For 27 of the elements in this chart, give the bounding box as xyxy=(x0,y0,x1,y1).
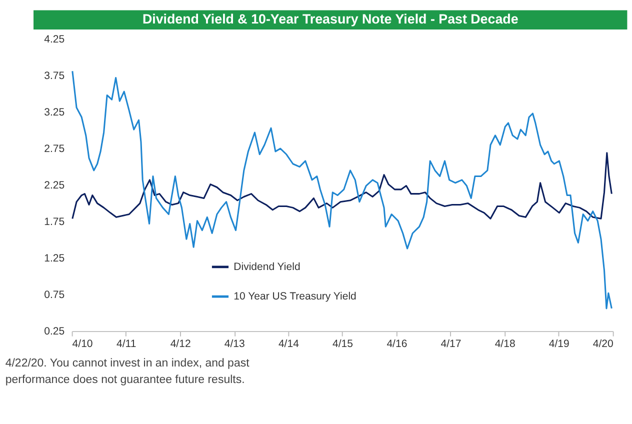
line-series xyxy=(72,70,612,310)
x-tick-label: 4/16 xyxy=(386,338,408,350)
y-tick-label: 0.75 xyxy=(44,288,65,301)
y-tick-label: 2.25 xyxy=(44,179,65,192)
x-tick-label: 4/14 xyxy=(278,338,300,350)
y-tick-label: 1.25 xyxy=(44,252,65,264)
text: performance does not guarantee future results. xyxy=(5,374,245,386)
y-tick-label: 0.25 xyxy=(44,325,65,338)
y-tick-label: 2.75 xyxy=(44,142,65,155)
x-tick-label: 4/17 xyxy=(440,338,462,350)
chart-title: Dividend Yield & 10-Year Treasury Note Yield - Past Decade xyxy=(142,12,518,27)
x-tick-label: 4/10 xyxy=(72,338,93,350)
x-tick-label: 4/15 xyxy=(332,338,354,350)
x-tick-label: 4/11 xyxy=(116,338,136,350)
x-tick-label: 4/13 xyxy=(224,338,246,350)
x-tick-label: 4/19 xyxy=(548,338,570,350)
line-series xyxy=(72,152,612,220)
x-tick-label: 4/18 xyxy=(494,338,516,350)
y-tick-label: 3.75 xyxy=(44,70,65,82)
y-tick-label: 1.75 xyxy=(44,216,65,228)
x-tick-label: 4/20 xyxy=(592,338,614,350)
legend-label: 10 Year US Treasury Yield xyxy=(234,290,357,302)
legend-label: Dividend Yield xyxy=(234,260,300,273)
x-tick-label: 4/12 xyxy=(170,338,191,350)
text: 4/22/20. You cannot invest in an index, and past xyxy=(5,358,250,370)
y-tick-label: 3.25 xyxy=(44,106,65,118)
y-tick-label: 4.25 xyxy=(44,33,65,46)
